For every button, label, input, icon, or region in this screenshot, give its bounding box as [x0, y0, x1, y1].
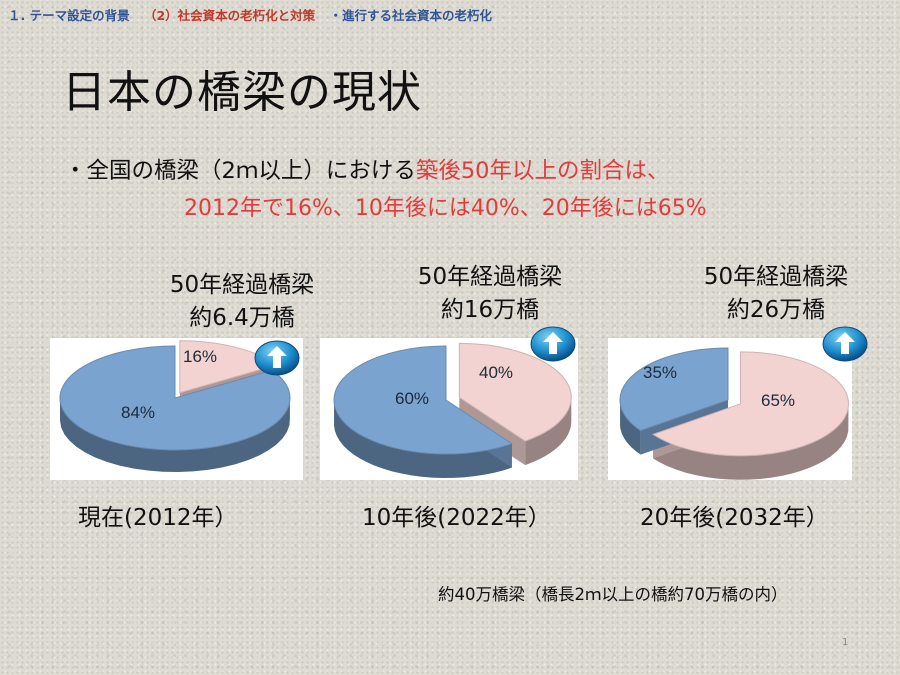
pie-svg: 40% 60% [333, 342, 572, 478]
pie-slice-side [620, 398, 641, 455]
caption-line2: 約26万橋 [726, 297, 826, 323]
chart-caption-2022: 50年経過橋梁 約16万橋 [390, 261, 590, 327]
page-number: 1 [842, 637, 849, 648]
pie-data-label: 16% [183, 347, 217, 366]
pie-slice [333, 345, 513, 455]
pie-data-label: 84% [121, 403, 155, 422]
pie-svg: 65% 35% [619, 347, 849, 480]
lead-line-1-text: ・全国の橋梁（2ｍ以上）における [64, 158, 416, 184]
pie-slice [619, 347, 729, 432]
pie-slice-side [525, 397, 572, 466]
caption-line2: 約6.4万橋 [189, 305, 295, 331]
pie-slice-side [653, 401, 849, 480]
lead-line-2: 2012年で16%、10年後には40%、20年後には65% [184, 196, 707, 221]
year-label-2022: 10年後(2022年） [362, 505, 551, 531]
pie-data-label: 65% [761, 391, 795, 410]
pie-slice [458, 342, 572, 442]
footnote: 約40万橋梁（橋長2ｍ以上の橋約70万橋の内） [438, 585, 788, 604]
pie-slice [651, 351, 849, 457]
pie-chart-2022: 40% 60% [320, 338, 578, 480]
caption-line1: 50年経過橋梁 [169, 272, 315, 298]
breadcrumb-topic: ・進行する社会資本の老朽化 [329, 8, 493, 23]
chart-caption-2012: 50年経過橋梁 約6.4万橋 [142, 269, 342, 335]
pie-data-label: 40% [479, 363, 513, 382]
pie-chart-2032: 65% 35% [608, 338, 852, 480]
arrow-up-icon [530, 326, 576, 362]
lead-line-1-highlight: 築後50年以上の割合は、 [415, 158, 670, 184]
page-title: 日本の橋梁の現状 [62, 67, 422, 118]
pie-slice-side [334, 401, 512, 478]
breadcrumb-section: １. テーマ設定の背景 [8, 8, 130, 23]
breadcrumb: １. テーマ設定の背景 （2）社会資本の老朽化と対策 ・進行する社会資本の老朽化 [8, 5, 502, 24]
chart-caption-2032: 50年経過橋梁 約26万橋 [676, 261, 876, 327]
arrow-up-icon [822, 326, 868, 362]
lead-line-1: ・全国の橋梁（2ｍ以上）における築後50年以上の割合は、 [64, 153, 669, 185]
pie-svg: 16% 84% [59, 340, 291, 472]
caption-line1: 50年経過橋梁 [703, 264, 849, 290]
pie-data-label: 35% [643, 363, 677, 382]
breadcrumb-subsection: （2）社会資本の老朽化と対策 [143, 8, 316, 23]
year-label-2012: 現在(2012年） [78, 505, 238, 531]
caption-line1: 50年経過橋梁 [417, 264, 563, 290]
pie-data-label: 60% [395, 389, 429, 408]
arrow-up-icon [254, 340, 300, 376]
caption-line2: 約16万橋 [440, 297, 540, 323]
pie-slice [59, 345, 291, 451]
pie-slice-side [60, 396, 290, 472]
year-label-2032: 20年後(2032年） [640, 505, 829, 531]
